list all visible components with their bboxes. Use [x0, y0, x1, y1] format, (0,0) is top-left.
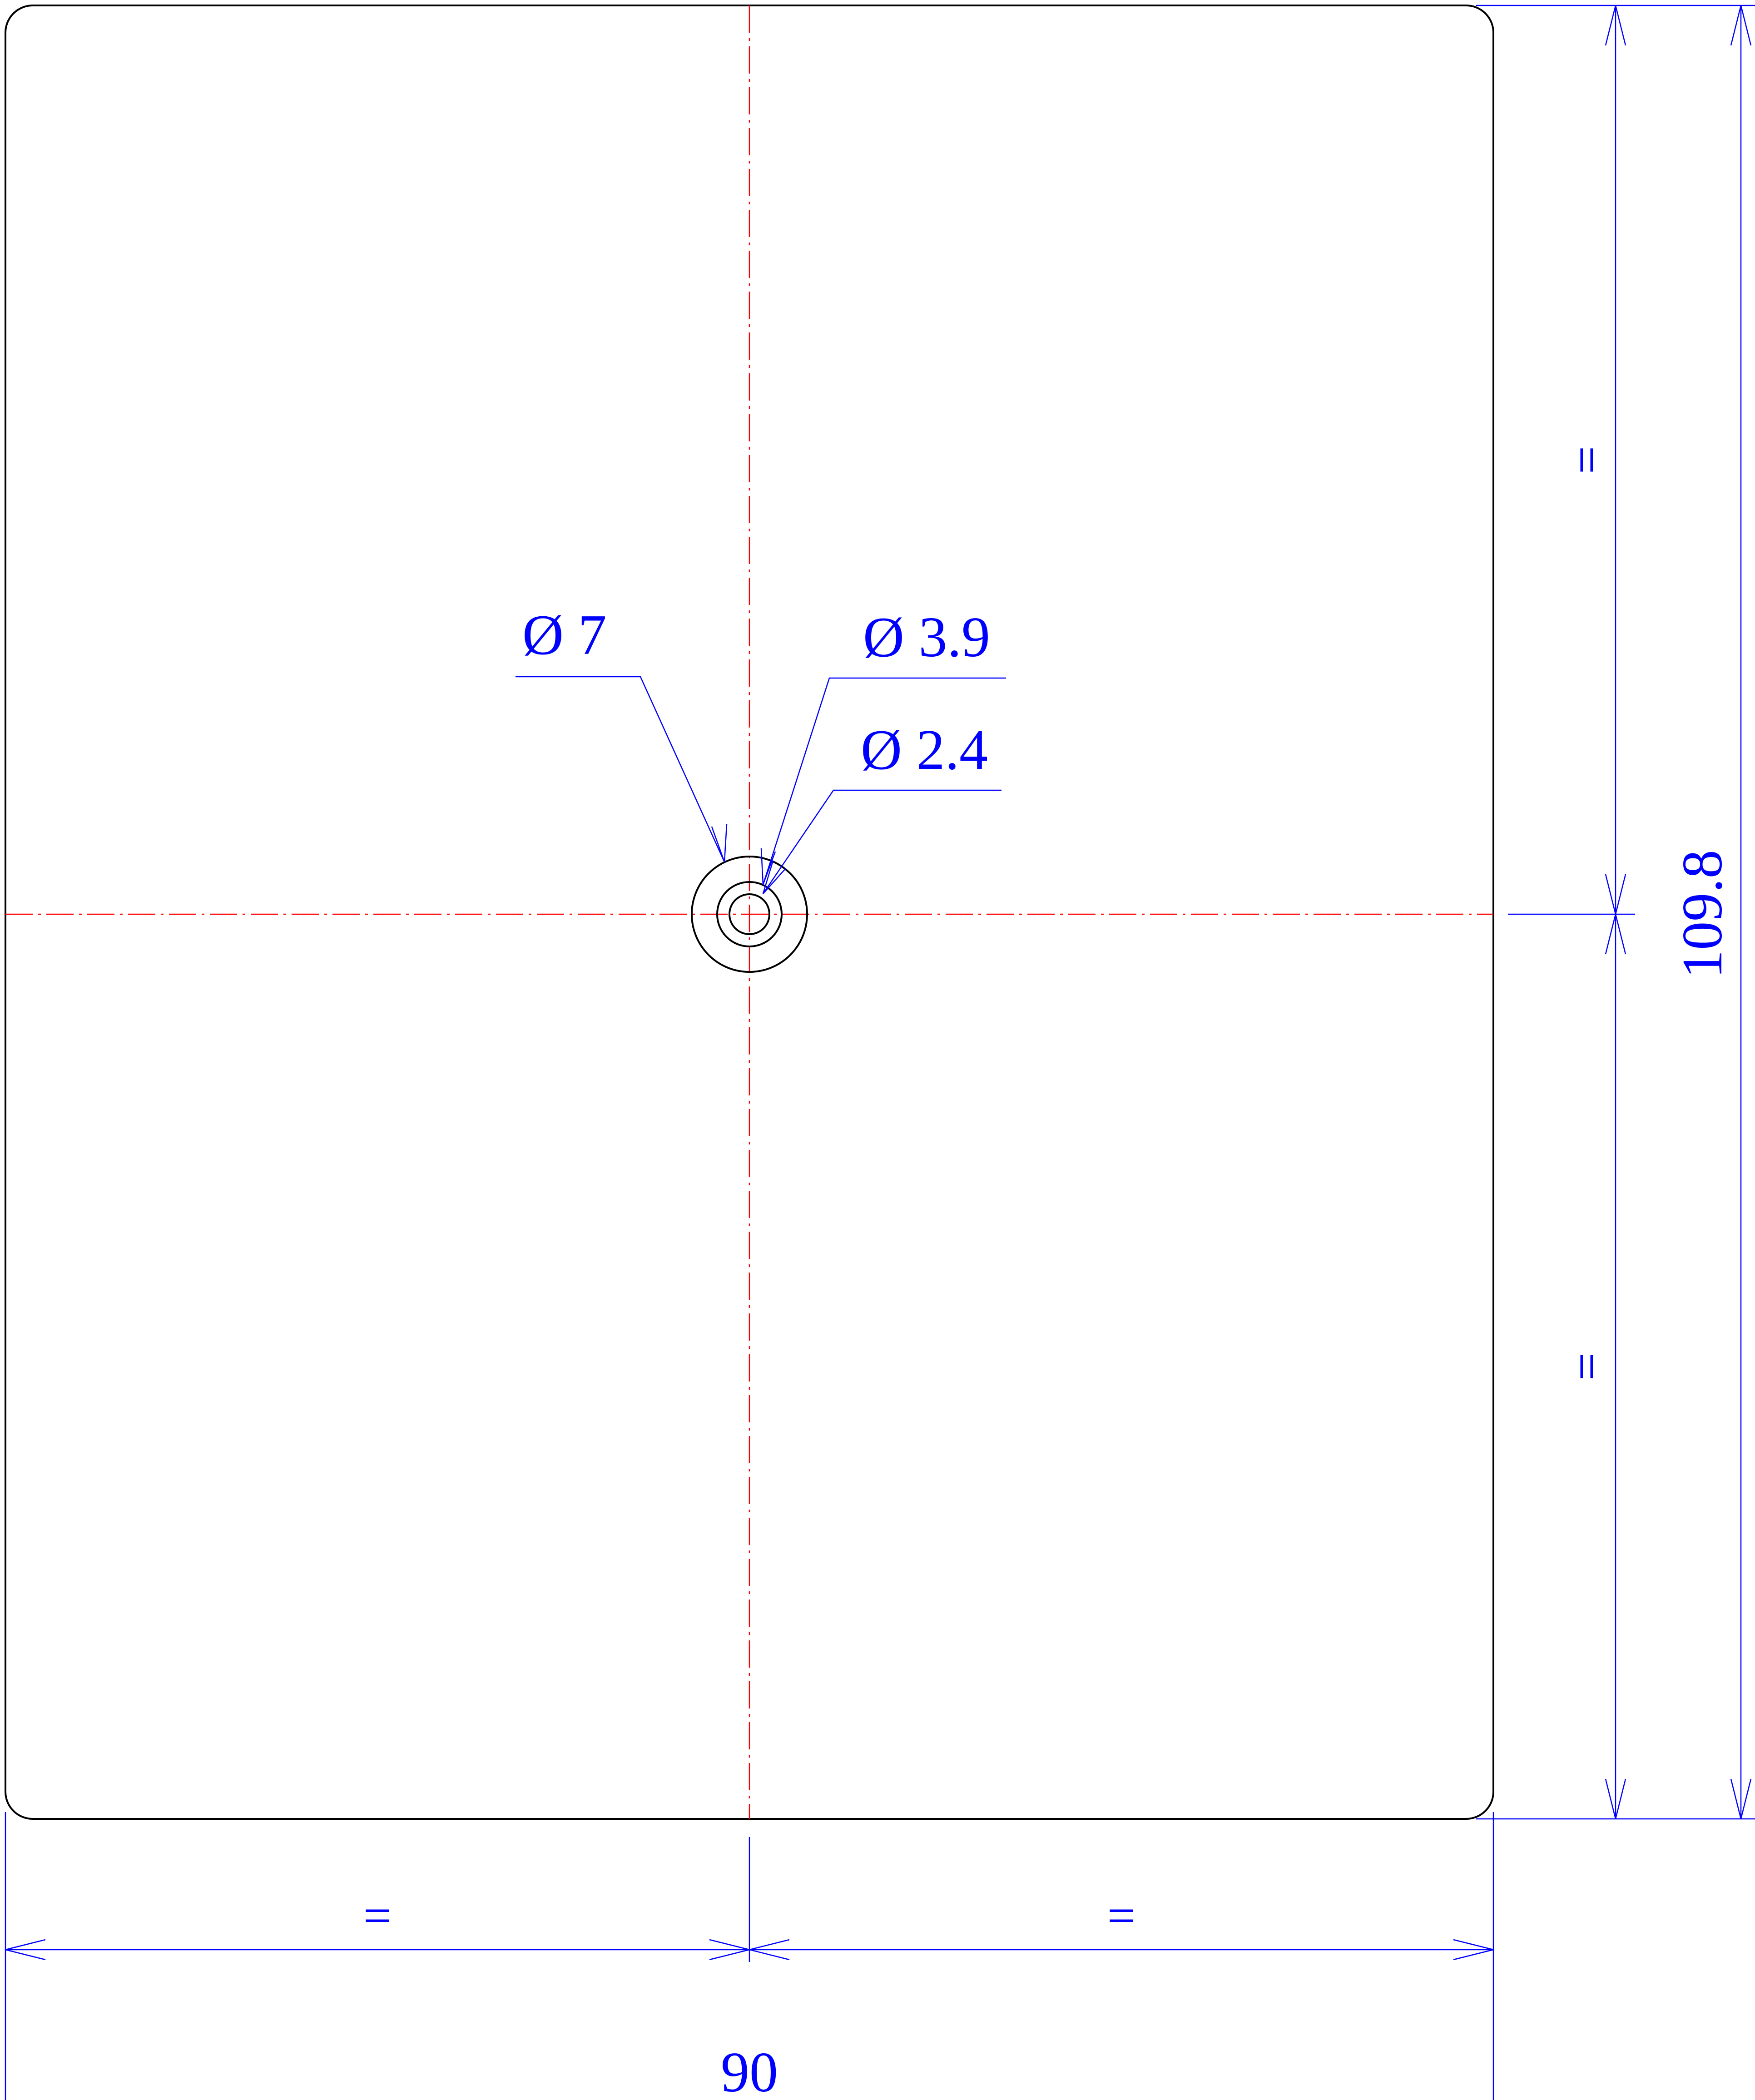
leader-dia-2-4 [762, 789, 1001, 894]
arrow-dia-7 [711, 824, 728, 862]
overall-width-label: 90 [721, 2041, 778, 2100]
hole-outer-circle [691, 856, 808, 973]
arrow-height-top [1730, 5, 1752, 46]
arrow-height-bottom [1730, 1778, 1752, 1819]
arrow-vsplit-top [1605, 5, 1626, 46]
overall-height-label: 109.8 [1671, 850, 1734, 979]
hole-inner-circle [729, 893, 770, 935]
equal-mark-left: = [363, 1888, 392, 1943]
arrow-dia-3-9 [760, 848, 776, 885]
hole-middle-circle [716, 881, 783, 947]
equal-mark-upper: = [1559, 446, 1614, 474]
arrow-hsplit-mid-right [749, 1939, 790, 1961]
leader-dia-7 [516, 676, 725, 862]
callout-dia-3-9: Ø 3.9 [863, 606, 990, 669]
arrow-vsplit-bottom [1605, 1778, 1626, 1819]
arrow-vsplit-mid-down [1605, 914, 1626, 955]
equal-mark-lower: = [1559, 1352, 1614, 1381]
callout-dia-7: Ø 7 [522, 604, 607, 667]
arrow-dia-2-4 [762, 860, 786, 894]
equal-mark-right: = [1107, 1888, 1135, 1943]
leader-dia-3-9 [762, 677, 1006, 885]
callout-dia-2-4: Ø 2.4 [861, 718, 988, 782]
arrow-hsplit-right [1453, 1939, 1494, 1961]
arrow-hsplit-left [5, 1939, 46, 1961]
